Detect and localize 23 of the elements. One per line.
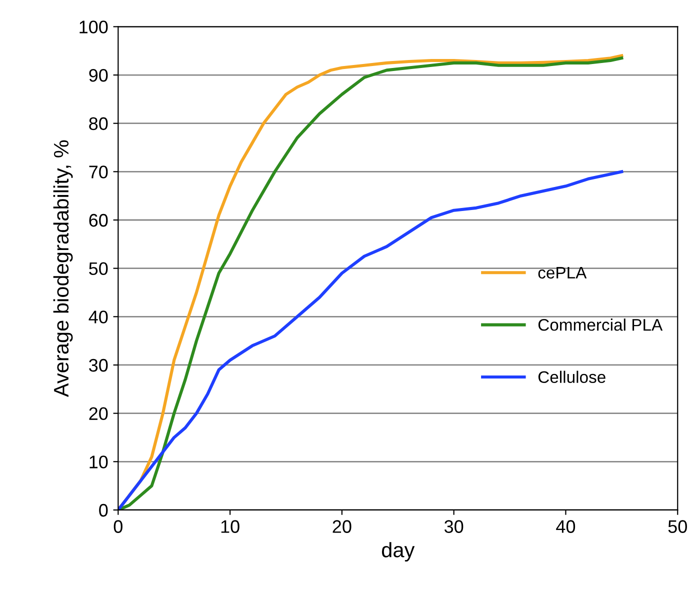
y-tick-label: 90: [89, 68, 108, 82]
y-tick-label: 60: [89, 214, 108, 227]
line-series: [118, 170, 624, 510]
y-tick-label: 50: [89, 262, 108, 276]
x-tick-label: 50: [668, 520, 687, 533]
x-tick-label: 30: [444, 520, 464, 533]
legend-label: Commercial PLA: [538, 318, 663, 331]
x-axis-title: day: [382, 542, 415, 562]
y-tick-label: 10: [90, 456, 108, 468]
legend-label: Cellulose: [538, 370, 606, 384]
x-tick-label: 20: [332, 520, 352, 533]
legend-label: cePLA: [538, 266, 587, 279]
y-tick-label: 100: [80, 20, 108, 34]
y-tick-label: 20: [89, 407, 108, 420]
x-tick-label: 0: [114, 520, 122, 533]
y-tick-label: 80: [89, 117, 108, 130]
y-tick-label: 70: [89, 166, 108, 178]
x-tick-label: 10: [221, 520, 240, 533]
y-tick-label: 0: [99, 504, 108, 517]
y-axis-title: Average biodegradability, %: [53, 140, 73, 398]
x-tick-label: 40: [556, 520, 576, 533]
y-tick-label: 40: [88, 310, 108, 324]
y-tick-label: 30: [89, 358, 108, 372]
